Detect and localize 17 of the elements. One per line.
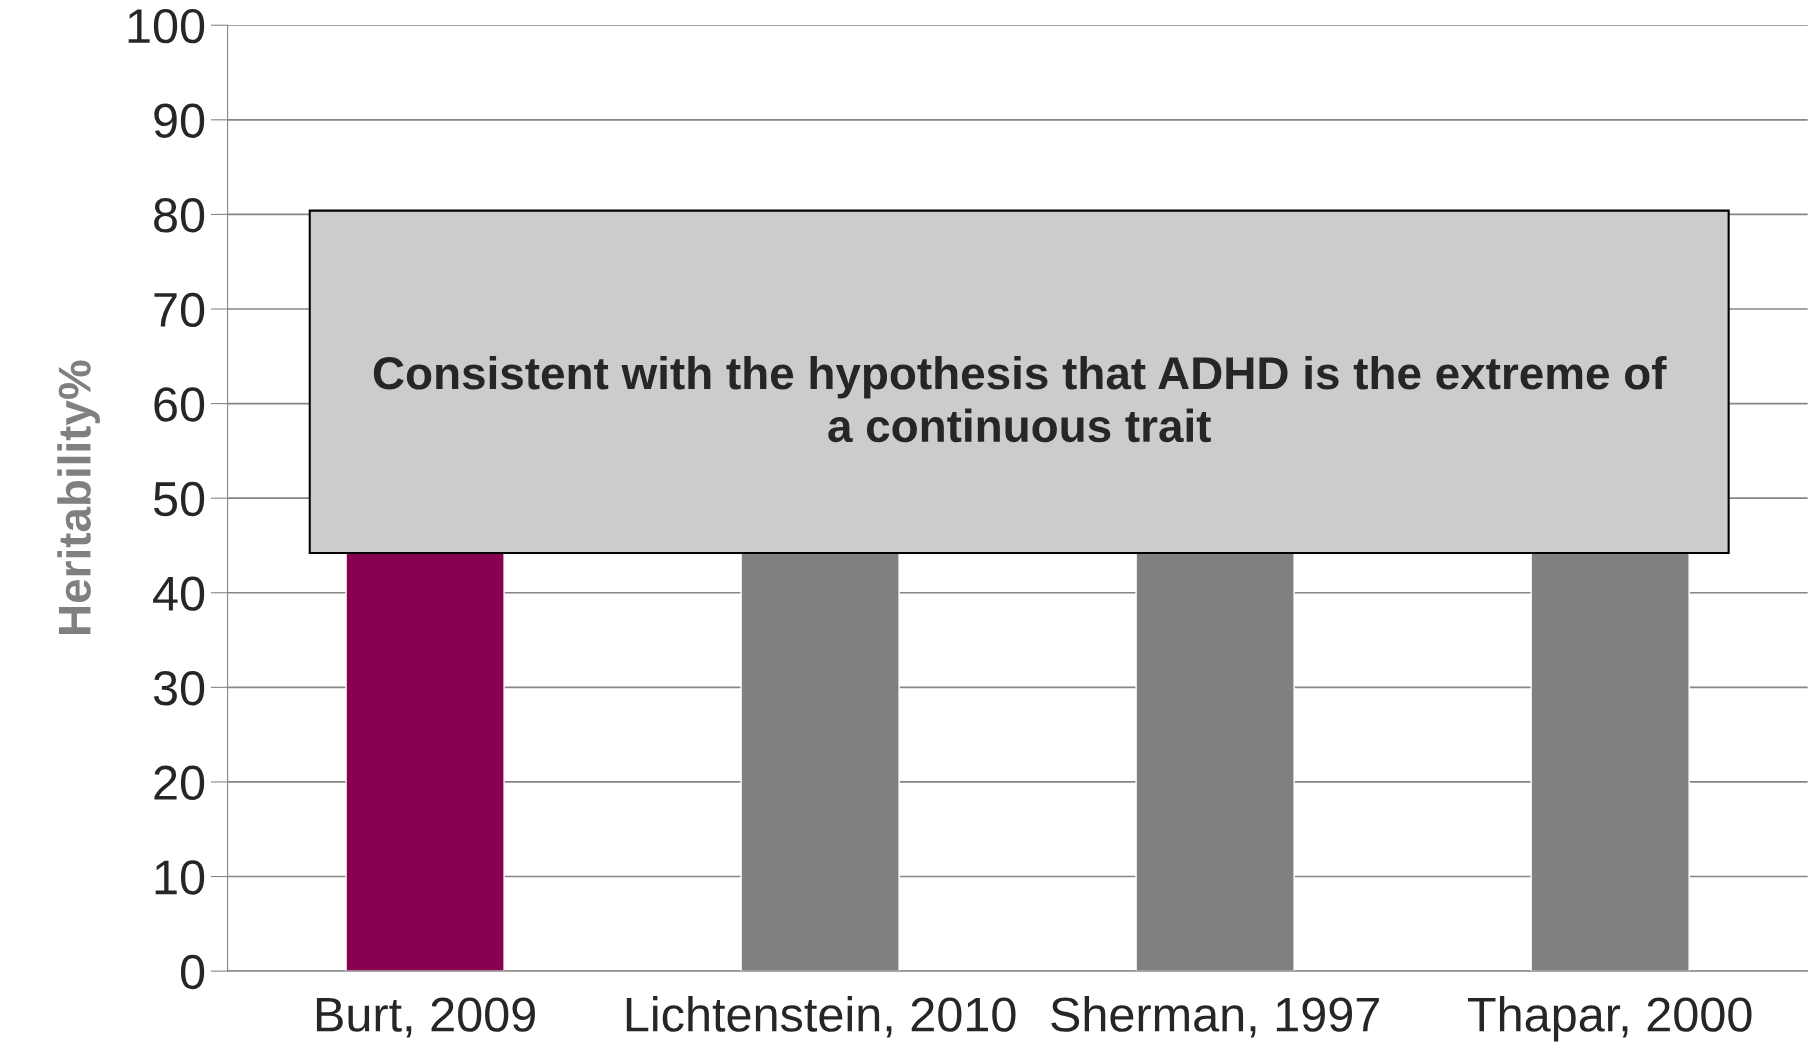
y-tick-label: 90 [154,103,205,138]
y-tick-label: 70 [154,292,205,328]
x-tick-label: Sherman, 1997 [1051,996,1379,1038]
y-tick-label: 80 [154,198,205,233]
y-tick-label: 10 [155,860,205,895]
y-tick-label: 0 [180,954,205,990]
x-tick-label: Lichtenstein, 2010 [626,996,1016,1038]
y-tick-label: 30 [153,671,205,706]
y-tick-label: 50 [153,481,205,517]
annotation: Consistent with the hypothesis that ADHD is the extreme of a continuous trait [373,355,1667,443]
y-tick-label: 60 [154,387,205,422]
y-tick-label: 40 [153,576,205,611]
y-tick-label: 20 [154,765,205,801]
x-tick-label: Burt, 2009 [316,997,535,1038]
x-tick-label: Thapar, 2000 [1468,996,1752,1042]
y-tick-label: 100 [128,8,205,44]
y-axis-title: Heritability% [57,360,100,634]
